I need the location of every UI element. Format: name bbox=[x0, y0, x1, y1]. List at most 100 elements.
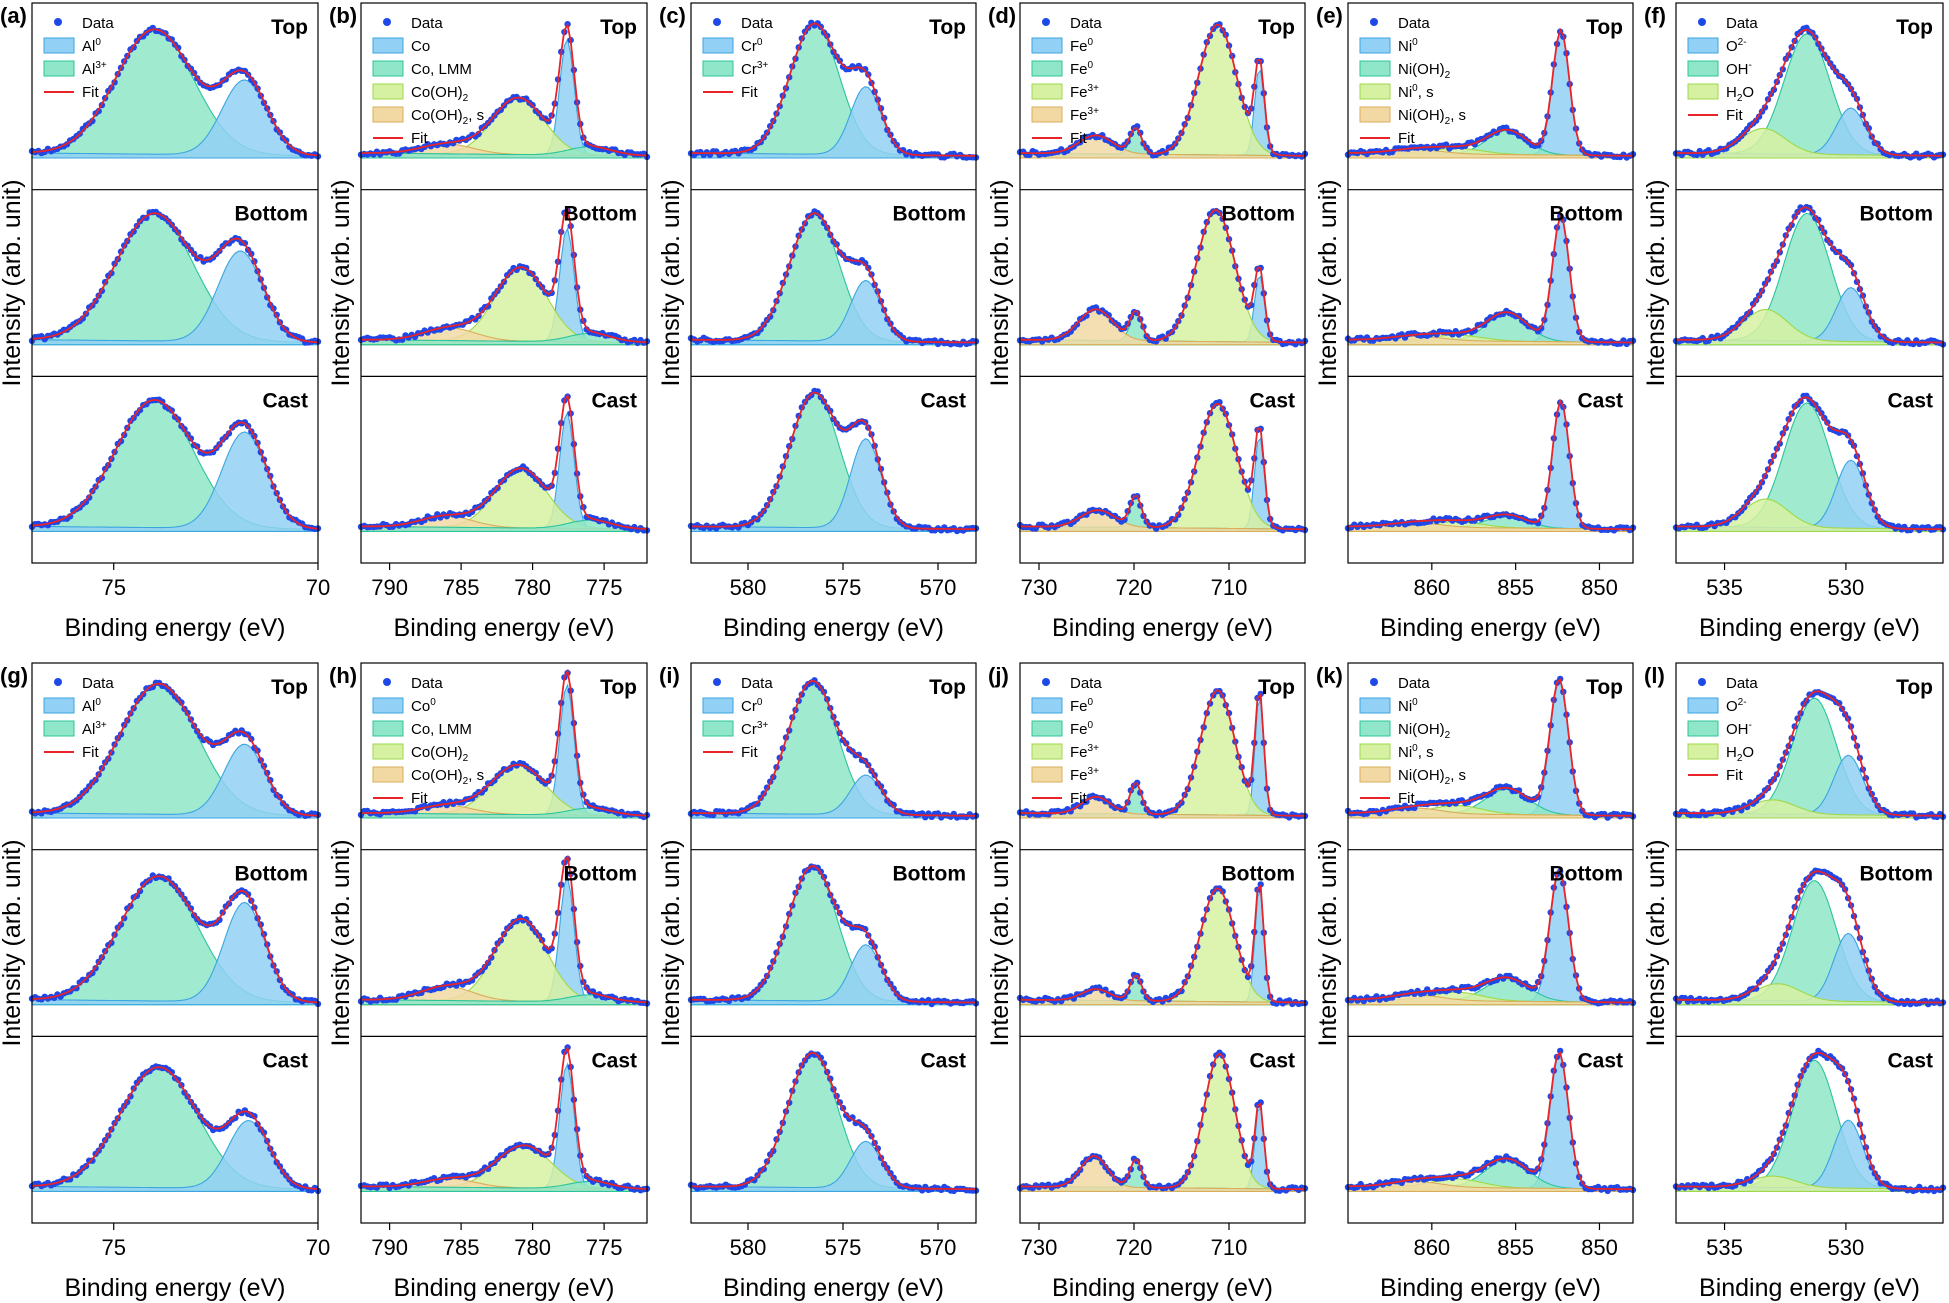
panel-label: (a) bbox=[0, 3, 27, 28]
legend-label: Ni0, s bbox=[1398, 83, 1434, 101]
legend-swatch-blue bbox=[1359, 37, 1391, 54]
fit-line bbox=[31, 399, 319, 530]
subplot-bottom: Bottom bbox=[1344, 203, 1637, 348]
legend-label: Al3+ bbox=[82, 60, 107, 78]
panel-c: Top Bottom Cast 580 575 570 Binding energy (eV… bbox=[657, 2, 980, 642]
component-blue-0 bbox=[1347, 399, 1634, 532]
subplot-top: Top bbox=[28, 16, 322, 160]
subplot-cast: Cast bbox=[28, 389, 322, 533]
row-label-top: Top bbox=[1586, 16, 1623, 39]
legend-label: Fit bbox=[82, 84, 99, 101]
fit-line bbox=[1020, 689, 1305, 817]
legend-swatch-blue bbox=[372, 697, 404, 714]
legend-swatch-teal bbox=[1031, 720, 1063, 737]
legend-item: Co(OH)2 bbox=[372, 83, 469, 104]
legend-swatch-blue bbox=[1031, 697, 1063, 714]
row-label-top: Top bbox=[1896, 676, 1933, 699]
legend-item: Data bbox=[1698, 15, 1758, 32]
panel-j: Top Bottom Cast 730 720 710 Binding energy (eV… bbox=[986, 662, 1309, 1302]
panel-label: (f) bbox=[1644, 3, 1666, 28]
subplot-cast: Cast bbox=[1016, 1049, 1309, 1194]
subplot-top: Top bbox=[1672, 676, 1947, 821]
legend-swatch-teal bbox=[1359, 60, 1391, 77]
x-tick-label: 790 bbox=[371, 575, 408, 600]
legend-swatch-teal bbox=[1031, 60, 1063, 77]
panel-label: (k) bbox=[1316, 663, 1343, 688]
panel-label: (l) bbox=[1644, 663, 1665, 688]
legend-swatch-data bbox=[54, 678, 62, 686]
legend-label: Co bbox=[411, 38, 430, 55]
legend-label: Fe3+ bbox=[1070, 766, 1099, 784]
axis-frame bbox=[1675, 2, 1944, 564]
x-tick-label: 790 bbox=[371, 1235, 408, 1260]
row-label-cast: Cast bbox=[1249, 389, 1295, 412]
legend-item: Fe3+ bbox=[1031, 766, 1099, 784]
legend-label: Data bbox=[411, 675, 443, 692]
fit-line bbox=[361, 393, 648, 530]
legend-item: Al3+ bbox=[43, 720, 107, 738]
fit-line bbox=[1676, 396, 1943, 531]
legend-label: Data bbox=[1398, 675, 1430, 692]
legend-item: Data bbox=[1042, 675, 1102, 692]
legend-label: OH- bbox=[1726, 60, 1752, 78]
legend-label: Fit bbox=[1398, 130, 1415, 147]
axis-frame bbox=[1347, 662, 1634, 1224]
legend-item: Ni0, s bbox=[1359, 83, 1434, 101]
component-teal-0 bbox=[690, 1052, 977, 1192]
panel-label: (d) bbox=[988, 3, 1016, 28]
legend-item: O2- bbox=[1687, 697, 1747, 715]
subplot-cast: Cast bbox=[1016, 389, 1309, 534]
legend-item: Cr0 bbox=[702, 697, 763, 715]
y-axis-title: Intensity (arb. unit) bbox=[657, 179, 685, 386]
legend-item: Fit bbox=[44, 84, 99, 101]
data-point bbox=[1105, 312, 1112, 319]
x-tick-label: 860 bbox=[1413, 1235, 1450, 1260]
legend-swatch-data bbox=[713, 678, 721, 686]
subplot-top: Top bbox=[1016, 16, 1309, 160]
legend-item: Ni(OH)2 bbox=[1359, 720, 1451, 741]
x-tick-label: 860 bbox=[1413, 575, 1450, 600]
row-label-cast: Cast bbox=[1577, 1049, 1623, 1072]
data-point bbox=[548, 289, 555, 297]
y-axis-title: Intensity (arb. unit) bbox=[327, 179, 355, 386]
legend-item: Fit bbox=[1032, 790, 1087, 807]
legend-label: H2O bbox=[1726, 84, 1754, 104]
legend-item: OH- bbox=[1687, 720, 1752, 738]
legend-label: Fe0 bbox=[1070, 697, 1094, 715]
subplot-top: Top bbox=[1344, 675, 1637, 821]
legend-item: Fit bbox=[373, 130, 428, 147]
subplot-bottom: Bottom bbox=[687, 203, 980, 348]
legend-label: Cr3+ bbox=[741, 720, 768, 738]
legend-swatch-green bbox=[372, 83, 404, 100]
legend-label: O2- bbox=[1726, 697, 1747, 715]
legend-item: Fit bbox=[703, 84, 758, 101]
legend-swatch-blue bbox=[372, 37, 404, 54]
legend-label: Ni0 bbox=[1398, 37, 1418, 55]
row-label-cast: Cast bbox=[1887, 389, 1933, 412]
row-label-bottom: Bottom bbox=[1860, 863, 1933, 886]
legend-swatch-green bbox=[1687, 743, 1719, 760]
axis-frame bbox=[360, 2, 648, 564]
fit-line bbox=[1676, 206, 1943, 344]
subplot-cast: Cast bbox=[687, 387, 980, 535]
legend-label: Fit bbox=[1070, 130, 1087, 147]
legend-swatch-orange bbox=[1031, 106, 1063, 123]
legend-item: Fe3+ bbox=[1031, 743, 1099, 761]
legend-swatch-orange bbox=[1031, 766, 1063, 783]
panel-label: (h) bbox=[329, 663, 357, 688]
fit-line bbox=[1348, 214, 1633, 344]
row-label-bottom: Bottom bbox=[1860, 203, 1933, 226]
row-label-cast: Cast bbox=[920, 1049, 966, 1072]
data-point bbox=[862, 66, 869, 73]
legend-label: Fe3+ bbox=[1070, 106, 1099, 124]
subplot-cast: Cast bbox=[1672, 389, 1947, 534]
legend-label: Fit bbox=[1398, 790, 1415, 807]
legend-label: Cr0 bbox=[741, 697, 763, 715]
x-tick-label: 730 bbox=[1021, 1235, 1058, 1260]
row-label-top: Top bbox=[600, 16, 637, 39]
legend-label: Fe0 bbox=[1070, 720, 1094, 738]
legend-swatch-green bbox=[1031, 83, 1063, 100]
y-axis-title: Intensity (arb. unit) bbox=[0, 839, 26, 1046]
legend-item: Cr3+ bbox=[702, 720, 768, 738]
fit-line bbox=[1676, 1051, 1943, 1191]
